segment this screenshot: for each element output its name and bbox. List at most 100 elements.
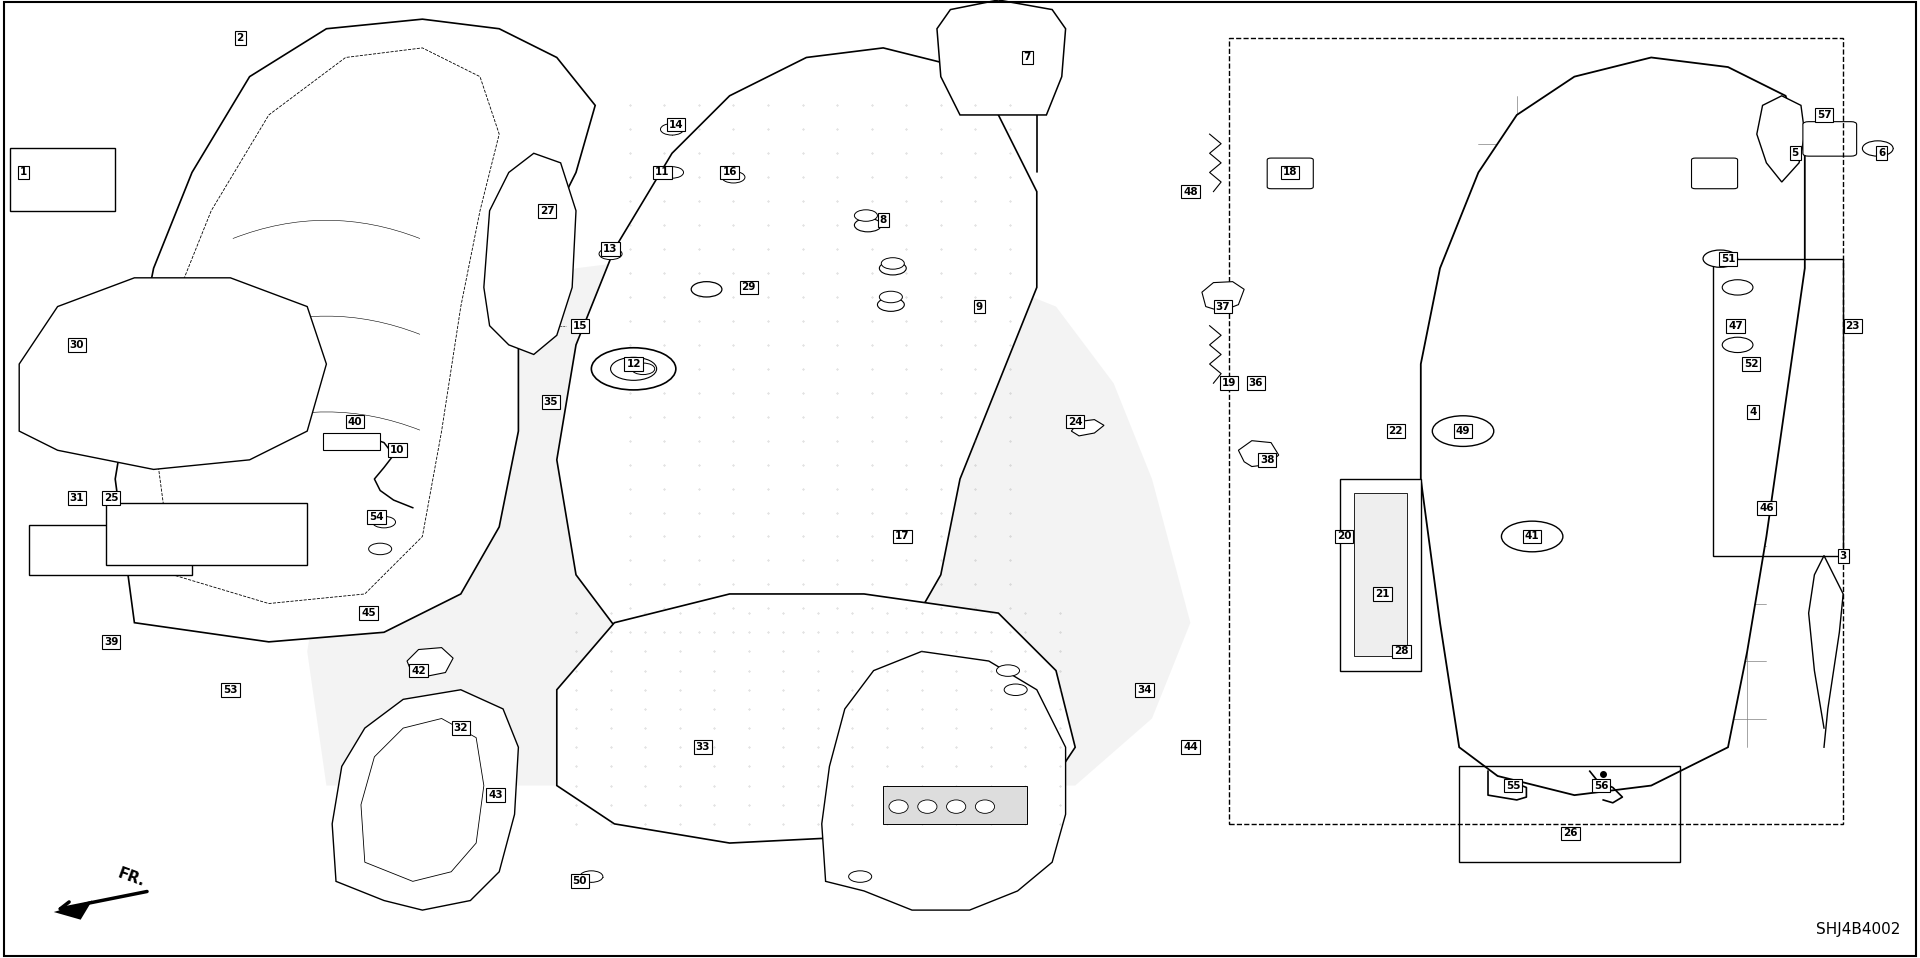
Text: 43: 43 (488, 790, 503, 800)
Circle shape (722, 171, 745, 183)
Text: FR.: FR. (115, 865, 146, 889)
Circle shape (879, 291, 902, 303)
Circle shape (369, 543, 392, 555)
Text: 2: 2 (236, 34, 244, 43)
Text: 35: 35 (543, 398, 559, 407)
Circle shape (632, 363, 655, 375)
Text: 17: 17 (895, 532, 910, 541)
Text: 15: 15 (572, 321, 588, 331)
Text: 46: 46 (1759, 503, 1774, 513)
Polygon shape (484, 153, 576, 354)
Bar (1340, 479, 1421, 671)
Bar (1459, 766, 1680, 862)
Polygon shape (1757, 96, 1805, 182)
Polygon shape (557, 594, 1075, 843)
Text: 23: 23 (1845, 321, 1860, 331)
Text: 16: 16 (722, 168, 737, 177)
Circle shape (580, 871, 603, 882)
Text: 9: 9 (975, 302, 983, 311)
Polygon shape (1421, 57, 1805, 795)
Ellipse shape (975, 800, 995, 813)
Text: 53: 53 (223, 685, 238, 695)
Polygon shape (1202, 282, 1244, 311)
Circle shape (372, 516, 396, 528)
Text: 24: 24 (1068, 417, 1083, 426)
Text: 40: 40 (348, 417, 363, 426)
Ellipse shape (918, 800, 937, 813)
Circle shape (591, 348, 676, 390)
Text: 42: 42 (411, 666, 426, 675)
Bar (29, 525, 192, 575)
Bar (323, 433, 380, 450)
Text: 19: 19 (1221, 378, 1236, 388)
Circle shape (1722, 337, 1753, 353)
Text: 6: 6 (1878, 148, 1885, 158)
Text: 32: 32 (453, 723, 468, 733)
Text: 20: 20 (1336, 532, 1352, 541)
Text: 56: 56 (1594, 781, 1609, 790)
Polygon shape (822, 651, 1066, 910)
Polygon shape (557, 48, 1037, 690)
Polygon shape (307, 249, 1190, 786)
Polygon shape (1238, 441, 1279, 467)
Circle shape (849, 871, 872, 882)
Circle shape (660, 124, 684, 135)
Circle shape (1501, 521, 1563, 552)
Circle shape (599, 248, 622, 260)
Text: 57: 57 (1816, 110, 1832, 120)
Text: 39: 39 (104, 637, 119, 647)
Bar (106, 503, 307, 565)
Text: 3: 3 (1839, 551, 1847, 560)
Text: 28: 28 (1394, 647, 1409, 656)
Text: 25: 25 (104, 493, 119, 503)
Text: 22: 22 (1388, 426, 1404, 436)
Text: 54: 54 (369, 513, 384, 522)
Bar (883, 786, 1027, 824)
Text: 45: 45 (361, 608, 376, 618)
Circle shape (879, 262, 906, 275)
Text: 5: 5 (1791, 148, 1799, 158)
Text: 26: 26 (1563, 829, 1578, 838)
Text: 13: 13 (603, 244, 618, 254)
Text: 27: 27 (540, 206, 555, 216)
Circle shape (854, 210, 877, 221)
Bar (1713, 259, 1843, 556)
Polygon shape (407, 648, 453, 676)
Polygon shape (937, 0, 1066, 115)
Ellipse shape (947, 800, 966, 813)
Text: 7: 7 (1023, 53, 1031, 62)
Text: 12: 12 (626, 359, 641, 369)
Text: 55: 55 (1505, 781, 1521, 790)
Circle shape (1862, 141, 1893, 156)
Text: 33: 33 (695, 742, 710, 752)
FancyBboxPatch shape (1692, 158, 1738, 189)
Polygon shape (54, 901, 92, 920)
Circle shape (996, 665, 1020, 676)
Text: 11: 11 (655, 168, 670, 177)
Polygon shape (19, 278, 326, 469)
Text: 31: 31 (69, 493, 84, 503)
Bar (10, 148, 115, 211)
Text: 44: 44 (1183, 742, 1198, 752)
Ellipse shape (889, 800, 908, 813)
Text: 37: 37 (1215, 302, 1231, 311)
FancyBboxPatch shape (1803, 122, 1857, 156)
Circle shape (877, 298, 904, 311)
Text: 52: 52 (1743, 359, 1759, 369)
Circle shape (1432, 416, 1494, 446)
Text: 8: 8 (879, 216, 887, 225)
Text: 51: 51 (1720, 254, 1736, 263)
Text: 50: 50 (572, 877, 588, 886)
Text: 38: 38 (1260, 455, 1275, 465)
FancyBboxPatch shape (1267, 158, 1313, 189)
Bar (1354, 493, 1407, 656)
Circle shape (1722, 280, 1753, 295)
Circle shape (881, 258, 904, 269)
Polygon shape (332, 690, 518, 910)
Text: 48: 48 (1183, 187, 1198, 196)
Text: 14: 14 (668, 120, 684, 129)
Circle shape (611, 357, 657, 380)
Text: 4: 4 (1749, 407, 1757, 417)
Text: 41: 41 (1524, 532, 1540, 541)
Text: 10: 10 (390, 445, 405, 455)
